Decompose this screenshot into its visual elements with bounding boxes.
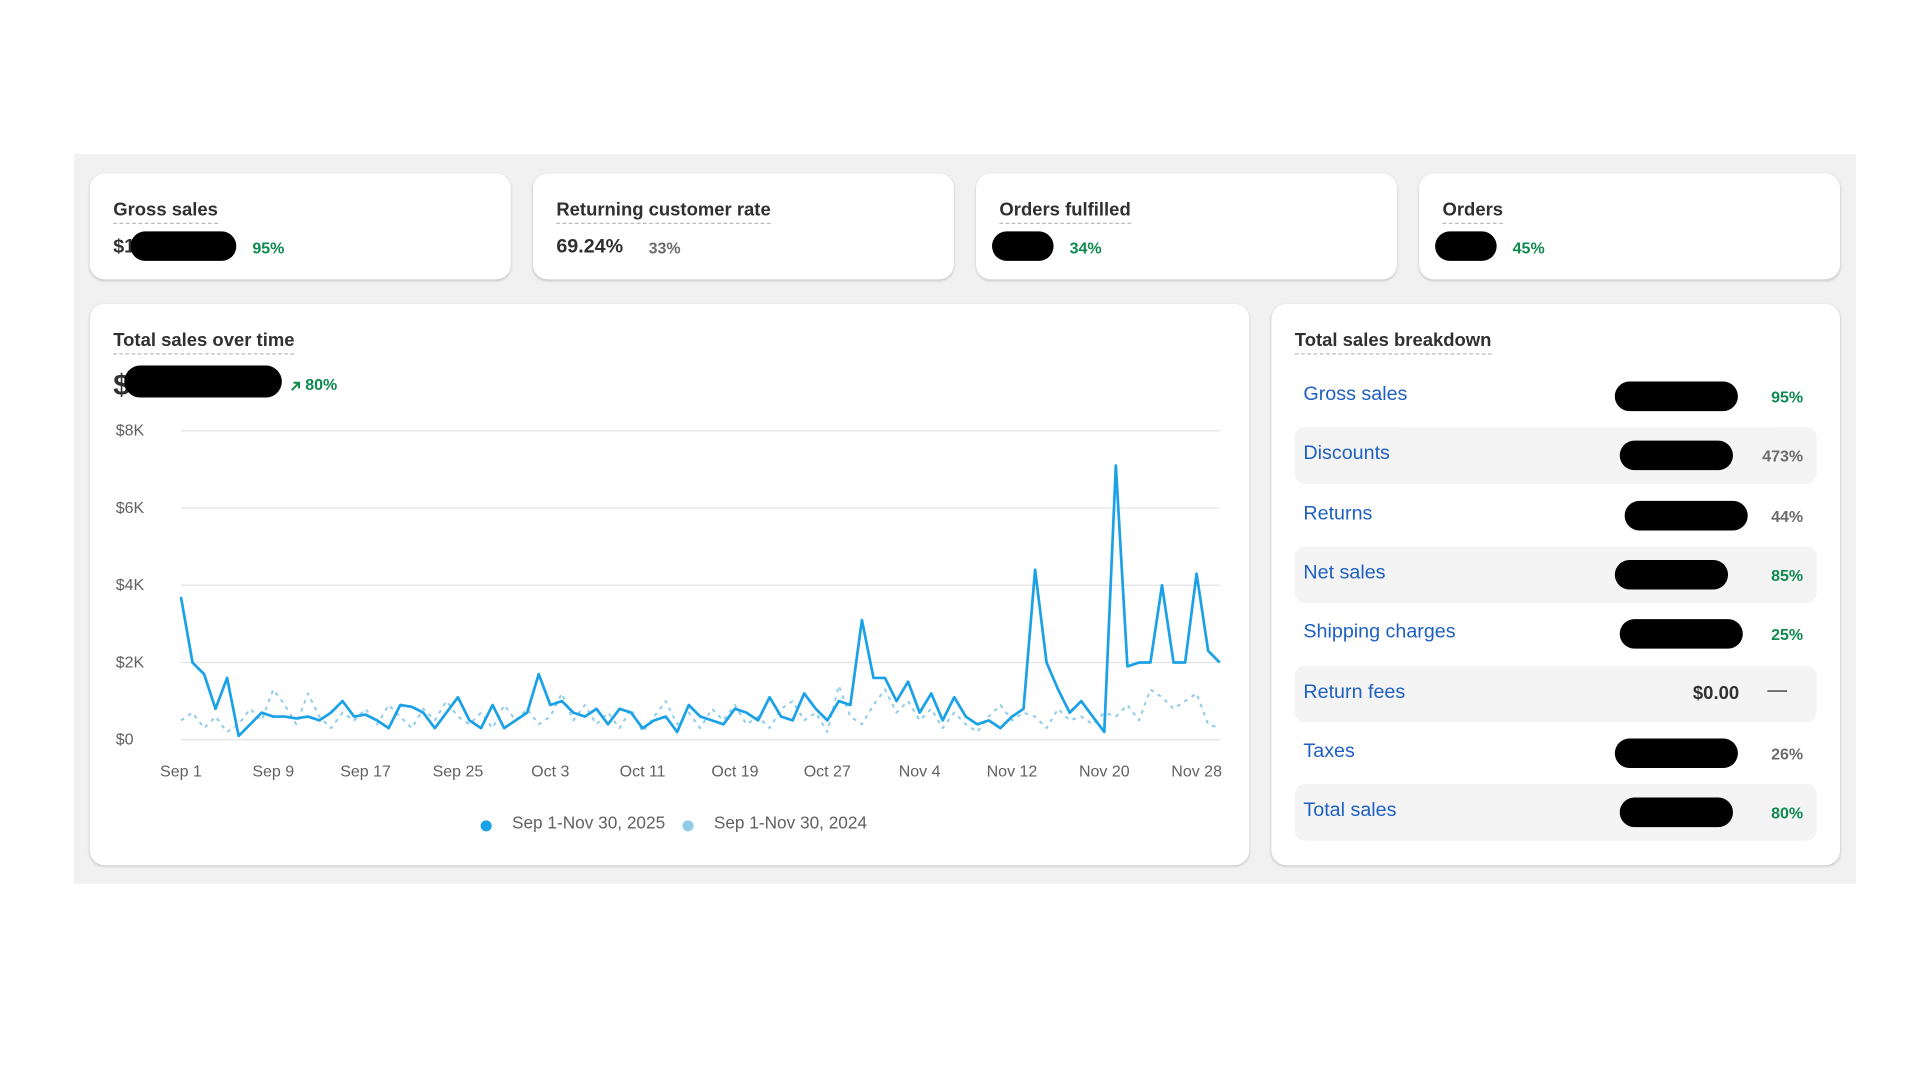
chart-title[interactable]: Total sales over time xyxy=(113,330,295,355)
metric-title: Orders xyxy=(1442,199,1504,225)
breakdown-label[interactable]: Taxes xyxy=(1303,740,1355,762)
line-series xyxy=(180,684,1221,733)
headline-change: 80% xyxy=(305,375,338,394)
legend-label: Sep 1-Nov 30, 2024 xyxy=(714,812,868,832)
redaction xyxy=(1614,738,1738,768)
breakdown-title[interactable]: Total sales breakdown xyxy=(1294,330,1492,355)
line-series xyxy=(179,464,1221,738)
metric-value: $1 xyxy=(113,236,136,258)
breakdown-change: 473% xyxy=(1762,447,1804,466)
legend-marker xyxy=(480,820,492,832)
breakdown-change: 44% xyxy=(1771,506,1804,526)
metric-value: 69.24% xyxy=(556,236,624,258)
x-tick-label: Sep 17 xyxy=(340,764,391,781)
breakdown-label[interactable]: Gross sales xyxy=(1303,384,1408,405)
breakdown-change: 85% xyxy=(1771,566,1804,585)
x-tick-label: Nov 12 xyxy=(987,764,1038,781)
breakdown-row: Return fees $0.00 — xyxy=(1294,665,1817,722)
y-tick-label: $2K xyxy=(116,654,145,671)
metric-change: 33% xyxy=(648,238,681,258)
breakdown-row: Taxes 26% xyxy=(1294,724,1817,782)
breakdown-label[interactable]: Total sales xyxy=(1303,800,1397,822)
x-tick-label: Oct 3 xyxy=(531,764,569,781)
trend-arrow xyxy=(291,381,301,391)
legend-label: Sep 1-Nov 30, 2025 xyxy=(512,812,665,832)
x-tick-label: Nov 28 xyxy=(1171,764,1222,781)
breakdown-change: 80% xyxy=(1771,803,1804,823)
breakdown-label[interactable]: Shipping charges xyxy=(1303,621,1456,643)
breakdown-row: Shipping charges 25% xyxy=(1294,605,1817,663)
breakdown-row: Total sales 80% xyxy=(1294,784,1817,841)
metric-title: Gross sales xyxy=(113,199,218,225)
x-tick-label: Oct 27 xyxy=(804,764,851,781)
x-tick-label: Oct 11 xyxy=(620,764,666,781)
redaction xyxy=(1614,559,1729,590)
metric-card[interactable]: Returning customer rate 69.24% 33% xyxy=(532,173,954,280)
metric-card[interactable]: Gross sales $1 95% xyxy=(89,173,511,280)
breakdown-row: Net sales 85% xyxy=(1294,546,1817,603)
y-tick-label: $8K xyxy=(116,423,145,440)
breakdown-change: — xyxy=(1767,680,1788,701)
x-tick-label: Nov 4 xyxy=(899,764,941,781)
x-tick-label: Oct 19 xyxy=(711,764,758,781)
metric-card[interactable]: Orders 45% xyxy=(1419,173,1841,280)
x-tick-label: Sep 1 xyxy=(160,764,202,781)
metric-card[interactable]: Orders fulfilled 34% xyxy=(976,173,1397,280)
metric-change: 34% xyxy=(1069,238,1102,258)
x-tick-label: Nov 20 xyxy=(1079,764,1130,781)
redaction xyxy=(1619,619,1743,649)
redaction xyxy=(124,365,282,398)
redaction xyxy=(130,231,237,261)
y-tick-label: $6K xyxy=(116,500,145,517)
redaction xyxy=(1614,381,1738,412)
metric-change: 95% xyxy=(252,238,285,258)
breakdown-change: 25% xyxy=(1771,625,1804,644)
redaction xyxy=(992,231,1054,261)
breakdown-row: Returns 44% xyxy=(1294,486,1817,544)
x-tick-label: Sep 9 xyxy=(252,764,294,781)
breakdown-label[interactable]: Discounts xyxy=(1303,443,1390,465)
breakdown-value: $0.00 xyxy=(1692,682,1740,704)
x-tick-label: Sep 25 xyxy=(433,764,484,781)
redaction xyxy=(1624,500,1748,530)
redaction xyxy=(1619,797,1733,828)
metric-title: Orders fulfilled xyxy=(999,199,1131,225)
metric-title: Returning customer rate xyxy=(556,199,771,225)
breakdown-change: 95% xyxy=(1771,387,1804,407)
redaction xyxy=(1435,231,1497,261)
breakdown-row: Discounts 473% xyxy=(1294,427,1817,485)
metric-change: 45% xyxy=(1512,238,1545,258)
breakdown-change: 26% xyxy=(1771,744,1804,763)
y-tick-label: $4K xyxy=(116,577,145,594)
breakdown-row: Gross sales 95% xyxy=(1294,368,1817,425)
breakdown-label[interactable]: Return fees xyxy=(1303,681,1406,703)
y-tick-label: $0 xyxy=(116,732,134,749)
redaction xyxy=(1619,440,1733,471)
breakdown-label[interactable]: Net sales xyxy=(1303,562,1386,584)
legend-marker xyxy=(682,820,694,832)
breakdown-label[interactable]: Returns xyxy=(1303,502,1373,524)
